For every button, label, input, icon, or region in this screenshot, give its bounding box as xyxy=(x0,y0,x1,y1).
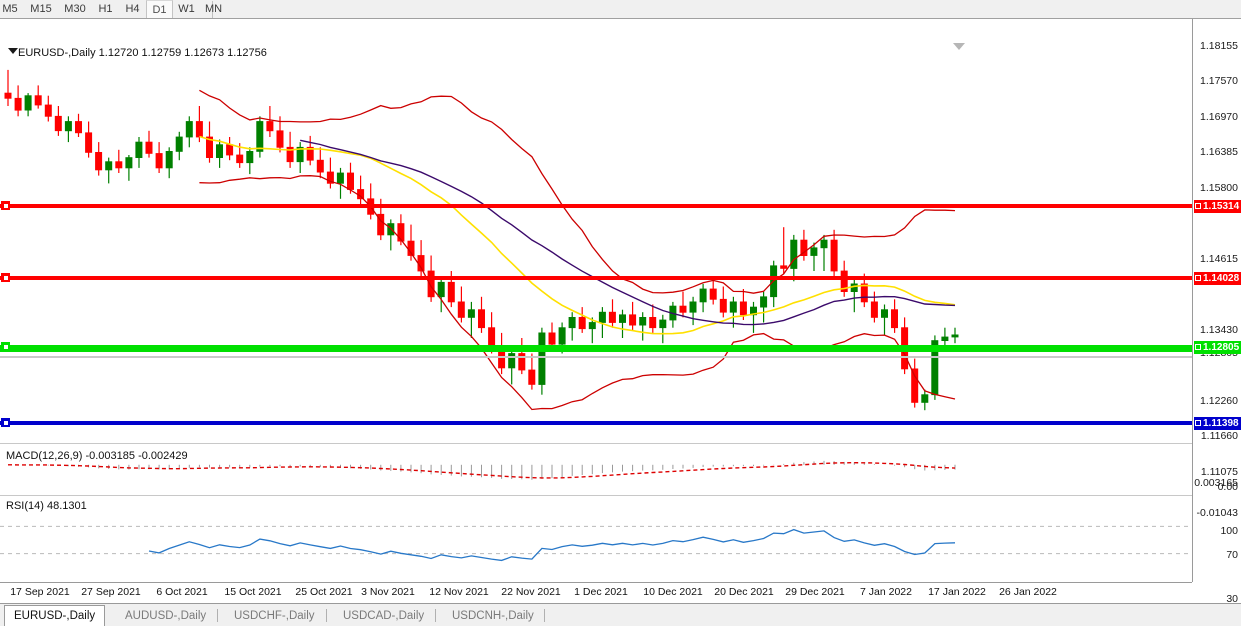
price-tick: 1.16385 xyxy=(1200,146,1238,158)
chart-tab-audusd[interactable]: AUDUSD-,Daily xyxy=(125,610,207,622)
level-handle[interactable] xyxy=(1195,420,1201,426)
price-level-label-pivot[interactable]: 1.12805 xyxy=(1194,341,1241,354)
price-tick: -0.01043 xyxy=(1196,507,1238,519)
price-tick: 1.16970 xyxy=(1200,111,1238,123)
date-tick: 26 Jan 2022 xyxy=(999,586,1057,598)
level-drag-handle[interactable] xyxy=(1,418,10,427)
date-tick: 12 Nov 2021 xyxy=(429,586,489,598)
price-tick: 1.12260 xyxy=(1200,395,1238,407)
chart-tab-usdcnh[interactable]: USDCNH-,Daily xyxy=(452,610,534,622)
period-separator-marker-icon xyxy=(953,43,965,50)
level-drag-handle[interactable] xyxy=(1,201,10,210)
level-label-text: 1.12805 xyxy=(1203,342,1240,353)
tab-divider xyxy=(326,609,327,622)
secondary-level-line xyxy=(0,356,1192,358)
price-level-label-support[interactable]: 1.11398 xyxy=(1194,417,1241,430)
timeframe-button-w1[interactable]: W1 xyxy=(178,3,195,15)
chart-area[interactable]: EURUSD-,Daily 1.12720 1.12759 1.12673 1.… xyxy=(0,19,1241,625)
price-tick: 1.15800 xyxy=(1200,182,1238,194)
date-tick: 25 Oct 2021 xyxy=(295,586,353,598)
timeframe-button-d1[interactable]: D1 xyxy=(146,0,173,18)
price-tick: 1.18155 xyxy=(1200,40,1238,52)
timeframe-button-mn[interactable]: MN xyxy=(204,3,223,15)
date-tick: 17 Sep 2021 xyxy=(10,586,70,598)
timeframe-button-m30[interactable]: M30 xyxy=(64,3,86,15)
timeframe-button-m15[interactable]: M15 xyxy=(30,3,52,15)
level-handle[interactable] xyxy=(1195,203,1201,209)
panel-separator-rsi xyxy=(0,495,1192,496)
timeframe-button-h1[interactable]: H1 xyxy=(98,3,113,15)
level-line-support[interactable] xyxy=(0,421,1192,425)
tab-divider xyxy=(435,609,436,622)
date-tick: 20 Dec 2021 xyxy=(714,586,774,598)
level-handle[interactable] xyxy=(1195,275,1201,281)
level-label-text: 1.11398 xyxy=(1203,418,1239,429)
price-tick: 1.14615 xyxy=(1200,253,1238,265)
rsi-caption: RSI(14) 48.1301 xyxy=(6,500,87,512)
date-tick: 22 Nov 2021 xyxy=(501,586,561,598)
price-panel-svg xyxy=(4,69,959,411)
price-tick: 0.003165 xyxy=(1194,477,1238,489)
level-label-text: 1.15314 xyxy=(1203,201,1240,212)
tab-divider xyxy=(217,609,218,622)
chevron-down-icon[interactable] xyxy=(8,48,18,54)
price-scale[interactable]: 1.181551.175701.169701.163851.158001.152… xyxy=(1192,19,1241,625)
macd-caption: MACD(12,26,9) -0.003185 -0.002429 xyxy=(6,450,188,462)
panel-separator-macd xyxy=(0,443,1192,444)
price-tick: 1.11075 xyxy=(1200,466,1238,478)
chart-tab-usdcad[interactable]: USDCAD-,Daily xyxy=(343,610,425,622)
price-level-label-resistance[interactable]: 1.14028 xyxy=(1194,272,1241,285)
chart-tab-usdchf[interactable]: USDCHF-,Daily xyxy=(234,610,315,622)
timeframe-toolbar: M5 M15 M30 H1 H4 D1 W1 MN xyxy=(0,0,1241,19)
date-axis[interactable]: 17 Sep 2021 27 Sep 2021 6 Oct 2021 15 Oct 2… xyxy=(0,582,1192,603)
chart-plot[interactable]: EURUSD-,Daily 1.12720 1.12759 1.12673 1.… xyxy=(0,19,1192,582)
date-tick: 1 Dec 2021 xyxy=(574,586,628,598)
price-tick: 30 xyxy=(1226,593,1238,605)
date-tick: 10 Dec 2021 xyxy=(643,586,703,598)
level-label-text: 1.14028 xyxy=(1203,273,1240,284)
date-tick: 7 Jan 2022 xyxy=(860,586,912,598)
level-drag-handle[interactable] xyxy=(1,273,10,282)
price-tick: 0.00 xyxy=(1217,481,1238,493)
price-tick: 100 xyxy=(1220,525,1238,537)
level-line-resistance[interactable] xyxy=(0,204,1192,208)
tab-divider xyxy=(544,609,545,622)
price-tick: 1.17570 xyxy=(1200,75,1238,87)
toolbar-divider xyxy=(212,1,213,18)
timeframe-button-m5[interactable]: M5 xyxy=(2,3,18,15)
date-tick: 6 Oct 2021 xyxy=(156,586,208,598)
level-drag-handle[interactable] xyxy=(1,342,10,351)
macd-panel-svg xyxy=(7,460,956,480)
chart-tab-bar: EURUSD-,Daily AUDUSD-,Daily USDCHF-,Daily U… xyxy=(0,603,1241,626)
timeframe-button-h4[interactable]: H4 xyxy=(125,3,140,15)
level-line-resistance[interactable] xyxy=(0,276,1192,280)
date-tick: 27 Sep 2021 xyxy=(81,586,141,598)
date-tick: 3 Nov 2021 xyxy=(361,586,415,598)
date-tick: 29 Dec 2021 xyxy=(785,586,845,598)
price-tick: 70 xyxy=(1226,549,1238,561)
price-level-label-resistance[interactable]: 1.15314 xyxy=(1194,200,1241,213)
rsi-panel-svg xyxy=(0,525,1192,562)
price-tick: 1.13430 xyxy=(1200,324,1238,336)
date-tick: 15 Oct 2021 xyxy=(224,586,282,598)
chart-tab-eurusd[interactable]: EURUSD-,Daily xyxy=(4,605,106,626)
level-handle[interactable] xyxy=(1195,344,1201,350)
symbol-ohlc-caption: EURUSD-,Daily 1.12720 1.12759 1.12673 1.… xyxy=(18,47,267,59)
date-tick: 17 Jan 2022 xyxy=(928,586,986,598)
price-tick: 1.11660 xyxy=(1200,430,1238,442)
level-line-pivot[interactable] xyxy=(0,345,1192,352)
